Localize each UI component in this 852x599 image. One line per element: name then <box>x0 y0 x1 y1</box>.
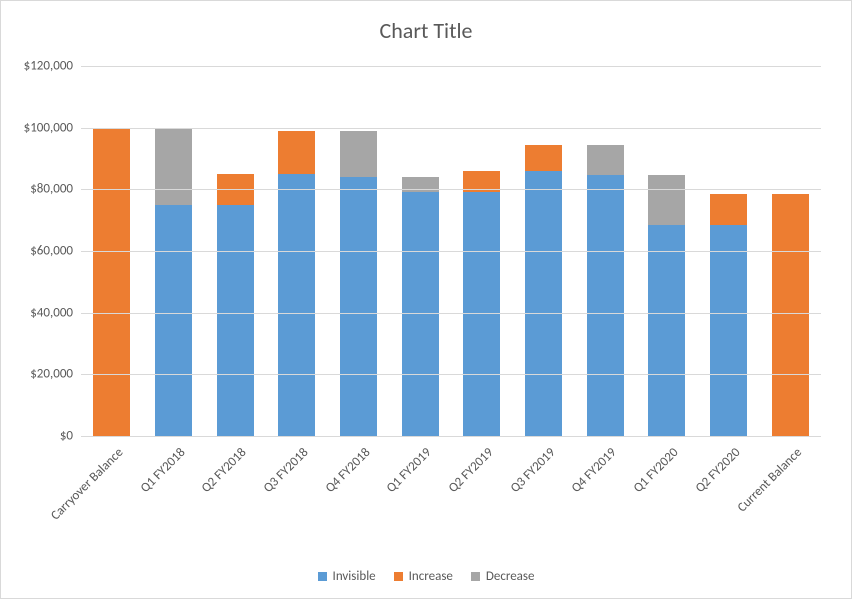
x-tick-label: Q2 FY2018 <box>199 445 250 496</box>
bar-segment <box>278 131 315 174</box>
gridline <box>81 66 821 67</box>
bar-segment <box>710 225 747 436</box>
gridline <box>81 374 821 375</box>
x-tick-label: Current Balance <box>734 445 804 515</box>
bar-segment <box>155 205 192 436</box>
bar-segment <box>463 192 500 436</box>
legend-item: Invisible <box>318 569 376 584</box>
x-tick-label: Q4 FY2019 <box>569 445 620 496</box>
y-tick-label: $100,000 <box>24 120 73 135</box>
x-tick-label: Q2 FY2019 <box>446 445 497 496</box>
chart-title: Chart Title <box>1 1 851 44</box>
x-tick-label: Q3 FY2019 <box>507 445 558 496</box>
bar-segment <box>587 175 624 436</box>
bar-segment <box>648 175 685 224</box>
bar-segment <box>648 225 685 436</box>
x-tick-label: Q3 FY2018 <box>261 445 312 496</box>
x-axis-labels: Carryover BalanceQ1 FY2018Q2 FY2018Q3 FY… <box>81 441 821 541</box>
gridline <box>81 436 821 437</box>
y-tick-label: $40,000 <box>30 305 73 320</box>
gridline <box>81 313 821 314</box>
legend-swatch <box>471 572 480 581</box>
x-tick-label: Q1 FY2020 <box>631 445 682 496</box>
y-tick-label: $0 <box>60 429 73 444</box>
x-tick-label: Q1 FY2018 <box>137 445 188 496</box>
bar-segment <box>340 177 377 436</box>
gridline <box>81 128 821 129</box>
chart-legend: Invisible Increase Decrease <box>1 569 851 584</box>
y-tick-label: $20,000 <box>30 367 73 382</box>
bar-segment <box>525 171 562 436</box>
legend-item: Increase <box>394 569 453 584</box>
x-tick-label: Q2 FY2020 <box>692 445 743 496</box>
bar-segment <box>772 194 809 436</box>
gridline <box>81 251 821 252</box>
x-tick-label: Carryover Balance <box>48 445 126 523</box>
legend-swatch <box>318 572 327 581</box>
waterfall-chart: Chart Title $0$20,000$40,000$60,000$80,0… <box>0 0 852 599</box>
x-tick-label: Q4 FY2018 <box>322 445 373 496</box>
bar-segment <box>525 145 562 171</box>
bar-segment <box>402 192 439 436</box>
gridline <box>81 189 821 190</box>
y-tick-label: $80,000 <box>30 182 73 197</box>
bar-segment <box>710 194 747 225</box>
legend-swatch <box>394 572 403 581</box>
bar-segment <box>278 174 315 436</box>
y-tick-label: $120,000 <box>24 59 73 74</box>
bar-segment <box>340 131 377 177</box>
bar-segment <box>217 205 254 436</box>
legend-label: Increase <box>409 569 453 584</box>
legend-label: Invisible <box>333 569 376 584</box>
bar-segment <box>155 128 192 205</box>
legend-label: Decrease <box>486 569 535 584</box>
legend-item: Decrease <box>471 569 535 584</box>
bar-segment <box>93 128 130 436</box>
bar-segment <box>587 145 624 176</box>
plot-area: $0$20,000$40,000$60,000$80,000$100,000$1… <box>81 66 821 436</box>
y-tick-label: $60,000 <box>30 244 73 259</box>
x-tick-label: Q1 FY2019 <box>384 445 435 496</box>
